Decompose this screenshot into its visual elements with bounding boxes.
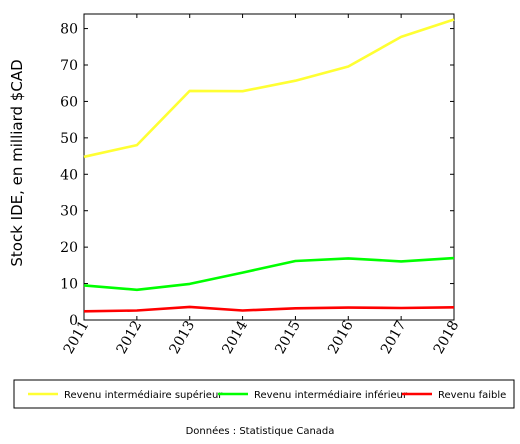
y-tick-label: 50 [60, 131, 78, 147]
y-tick-label: 0 [69, 313, 78, 329]
y-tick-label: 70 [60, 58, 78, 74]
x-tick-label: 2014 [219, 318, 251, 357]
x-tick-label: 2013 [167, 318, 199, 357]
x-tick-label: 2012 [114, 318, 146, 357]
y-tick-label: 40 [60, 167, 78, 183]
legend-label: Revenu intermédiaire supérieur [64, 389, 223, 401]
x-tick-label: 2011 [61, 318, 93, 357]
series-line-1 [83, 18, 455, 159]
legend: Revenu intermédiaire supérieur Revenu int… [13, 379, 515, 409]
legend-label: Revenu intermédiaire inférieur [254, 389, 408, 401]
series-lines [83, 18, 455, 313]
y-axis-label: Stock IDE, en milliard $CAD [8, 59, 26, 266]
y-tick-label: 80 [60, 22, 78, 38]
series-line-2 [83, 256, 455, 292]
x-tick-label: 2017 [378, 318, 410, 357]
x-tick-label: 2015 [272, 318, 304, 357]
x-axis: 2011 2012 2013 2014 2015 2016 2017 2018 [61, 14, 463, 357]
y-axis: 0 10 20 30 40 50 60 70 80 [60, 22, 454, 329]
y-tick-label: 10 [60, 277, 78, 293]
y-tick-label: 60 [60, 94, 78, 110]
x-tick-label: 2018 [431, 318, 463, 357]
series-line-3 [83, 305, 455, 313]
plot-area [83, 13, 455, 321]
legend-label: Revenu faible [438, 390, 506, 401]
y-tick-label: 20 [60, 240, 78, 256]
plot-frame [83, 13, 455, 321]
y-tick-label: 30 [60, 204, 78, 220]
x-tick-label: 2016 [325, 318, 357, 357]
source-note: Données : Statistique Canada [186, 425, 335, 437]
